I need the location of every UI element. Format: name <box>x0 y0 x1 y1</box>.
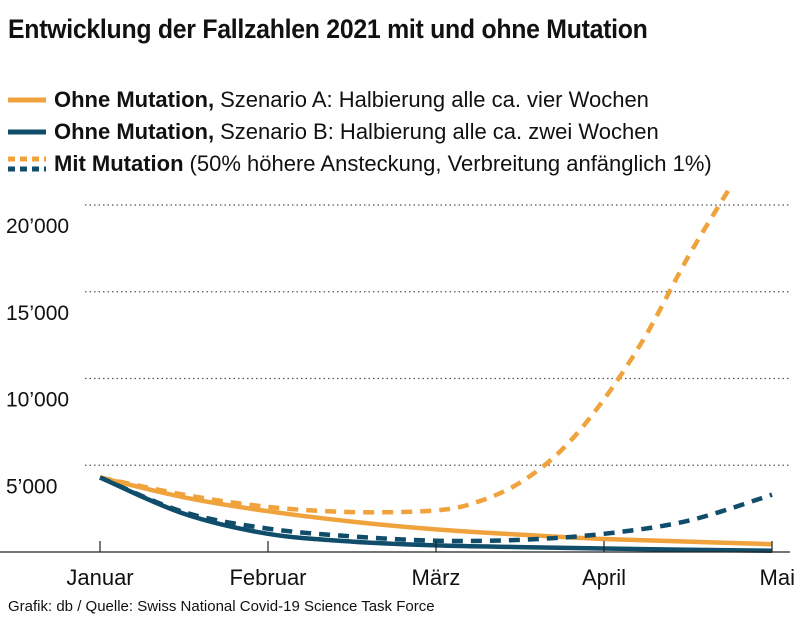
y-tick-label: 10’000 <box>6 389 69 412</box>
y-tick-label: 20’000 <box>6 215 69 238</box>
legend-item-scenario-b: Ohne Mutation, Szenario B: Halbierung al… <box>8 116 712 148</box>
y-tick-label: 5’000 <box>6 475 57 498</box>
legend-swatch-scenario-a <box>8 97 46 103</box>
series-layer <box>99 186 773 554</box>
x-ticks: Januar Februar März April Mai <box>66 541 795 590</box>
y-tick-labels: 5’000 10’000 15’000 20’000 <box>6 215 69 498</box>
series-line-a <box>99 475 773 547</box>
series-line-mutation-a <box>99 186 732 515</box>
legend-swatch-scenario-b <box>8 129 46 135</box>
legend: Ohne Mutation, Szenario A: Halbierung al… <box>8 84 712 180</box>
x-tick-label: April <box>582 565 626 590</box>
legend-label-a: Szenario A: Halbierung alle ca. vier Woc… <box>220 87 649 112</box>
footer-source: Grafik: db / Quelle: Swiss National Covi… <box>8 598 435 615</box>
x-tick-label: Januar <box>66 565 133 590</box>
x-tick-label: März <box>412 565 461 590</box>
x-tick-label: Mai <box>760 565 795 590</box>
x-tick-label: Februar <box>229 565 306 590</box>
legend-label-b: Szenario B: Halbierung alle ca. zwei Woc… <box>220 119 659 144</box>
legend-item-scenario-a: Ohne Mutation, Szenario A: Halbierung al… <box>8 84 712 116</box>
legend-label-mutation: (50% höhere Ansteckung, Verbreitung anfä… <box>189 151 712 176</box>
legend-swatch-mutation <box>8 156 46 172</box>
legend-label-bold-a: Ohne Mutation, <box>54 87 215 112</box>
legend-item-mutation: Mit Mutation (50% höhere Ansteckung, Ver… <box>8 148 712 180</box>
series-line-mutation-b <box>99 475 773 544</box>
grid <box>85 204 790 466</box>
y-tick-label: 15’000 <box>6 302 69 325</box>
legend-label-bold-mutation: Mit Mutation <box>54 151 184 176</box>
legend-label-bold-b: Ohne Mutation, <box>54 119 215 144</box>
chart-title: Entwicklung der Fallzahlen 2021 mit und … <box>8 14 648 44</box>
